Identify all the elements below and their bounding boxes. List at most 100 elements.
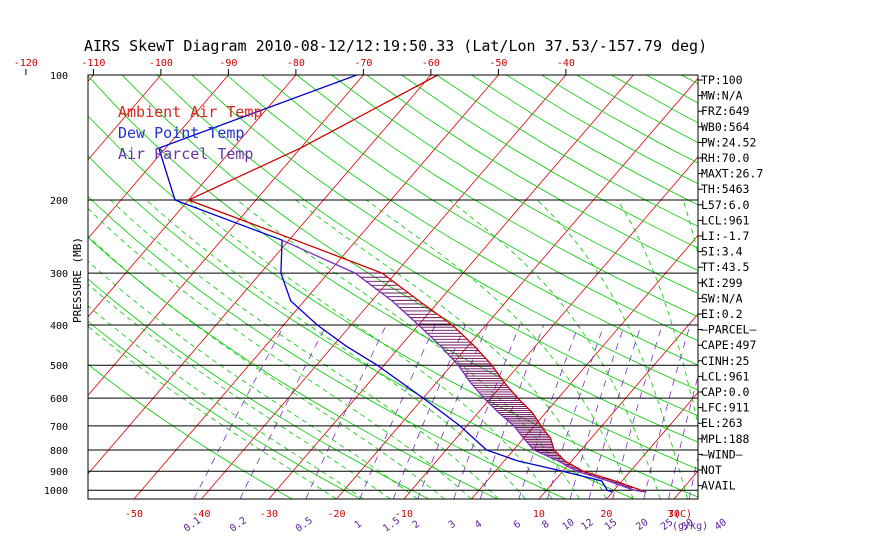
sounding-traces xyxy=(157,75,647,493)
mixing-ratio-label: 40 xyxy=(713,517,729,533)
stat-item: EI:0.2 xyxy=(701,307,743,321)
dry-adiabat-line xyxy=(261,75,698,342)
legend-entry-ambient: Ambient Air Temp xyxy=(118,103,263,121)
stat-item: MPL:188 xyxy=(701,432,750,446)
bottom-temp-tick-label: -40 xyxy=(192,509,210,520)
dry-adiabat-line xyxy=(88,75,698,470)
top-temp-tick-label: -60 xyxy=(422,58,440,69)
mixing-ratio-label: 1 xyxy=(353,519,364,531)
dry-adiabat-line xyxy=(191,75,698,391)
dry-adiabat-line xyxy=(471,75,698,206)
moist-adiabat-line xyxy=(88,325,337,499)
isotherm-line xyxy=(538,313,698,499)
moist-adiabat-line xyxy=(187,199,553,499)
stat-item: MAXT:26.7 xyxy=(701,167,763,181)
dry-adiabat-line xyxy=(88,320,361,499)
stat-item: L57:6.0 xyxy=(701,198,750,212)
mixing-ratio-line xyxy=(417,324,488,499)
plot-border xyxy=(87,74,699,500)
mixing-ratio-line xyxy=(479,324,545,499)
mixing-ratio-label: 10 xyxy=(561,517,577,533)
mixing-ratio-line xyxy=(453,324,521,499)
isotherm-line xyxy=(471,234,698,499)
moist-adiabat-line xyxy=(617,199,698,427)
mixing-ratio-label: 8 xyxy=(540,519,551,531)
isotherm-line xyxy=(741,75,870,499)
isotherm-line xyxy=(133,75,499,499)
mixing-ratio-label: 12 xyxy=(579,517,595,533)
top-temp-tick-label: -90 xyxy=(219,58,237,69)
dry-adiabat-line xyxy=(331,75,698,294)
mixing-ratio-label: 4 xyxy=(473,519,484,531)
stat-item: TT:43.5 xyxy=(701,260,749,274)
mixing-ratio-label: 6 xyxy=(512,519,523,531)
bottom-temp-tick-label: -30 xyxy=(260,509,278,520)
dry-adiabat-line xyxy=(506,75,698,185)
stat-item: SI:3.4 xyxy=(701,245,743,259)
mixing-ratio-line xyxy=(569,324,625,499)
stat-item: NOT xyxy=(701,463,722,477)
stat-item: CAP:0.0 xyxy=(701,385,750,399)
pressure-tick-label: 700 xyxy=(50,422,68,433)
mixing-ratio-line xyxy=(305,324,387,499)
moist-adiabat-line xyxy=(295,199,607,499)
top-temp-tick-label: -110 xyxy=(81,58,105,69)
moist-adiabat-line xyxy=(110,199,499,499)
pressure-tick-label: 300 xyxy=(50,269,68,280)
plot-frame xyxy=(87,74,699,500)
axis-labels: -120 -110 -100 -90 -80 -70 -60 -50 -40 -50 -40 -30 -… xyxy=(14,58,729,535)
mixing-ratio-label: 0.2 xyxy=(228,515,249,534)
stat-item: FRZ:649 xyxy=(701,104,750,118)
legend: Ambient Air Temp Dew Point Temp Air Parc… xyxy=(118,103,263,163)
moist-adiabat-line xyxy=(88,235,445,499)
stat-item: TP:100 xyxy=(701,73,743,87)
isotherm-line xyxy=(201,75,567,499)
stat-item: MW:N/A xyxy=(701,89,743,103)
dry-adiabat-line xyxy=(88,155,635,499)
bottom-temp-tick-label: -10 xyxy=(395,509,413,520)
mixing-ratio-line xyxy=(612,324,663,499)
dewpoint-line xyxy=(157,75,613,493)
top-temp-tick-label: -100 xyxy=(149,58,173,69)
mixing-ratio-unit-label: (g/kg) xyxy=(672,521,708,532)
pressure-tick-label: 200 xyxy=(50,196,68,207)
stat-item: LFC:911 xyxy=(701,401,750,415)
isotherm-line xyxy=(268,75,634,499)
stat-item: EL:263 xyxy=(701,416,743,430)
mixing-ratio-label: 2 xyxy=(411,519,422,531)
pressure-tick-label: 600 xyxy=(50,394,68,405)
mixing-ratio-line xyxy=(518,324,579,499)
isotherm-line xyxy=(809,75,870,499)
isotherm-line xyxy=(88,75,364,397)
stat-item: TH:5463 xyxy=(701,182,750,196)
dry-adiabat-line xyxy=(88,363,293,499)
stat-item: LI:-1.7 xyxy=(701,229,750,243)
mixing-ratio-label: 3 xyxy=(447,519,458,531)
pressure-tick-label: 800 xyxy=(50,446,68,457)
isotherm-line xyxy=(88,75,297,318)
isotherm-line xyxy=(0,75,26,499)
stat-item: LCL:961 xyxy=(701,369,750,383)
dry-adiabat-line xyxy=(786,75,870,499)
moist-adiabat-line xyxy=(236,199,580,499)
mixing-ratio-line xyxy=(546,324,605,499)
dry-adiabat-line xyxy=(646,75,698,104)
top-temp-tick-label: -80 xyxy=(287,58,305,69)
stat-item: KI:299 xyxy=(701,276,743,290)
mixing-ratio-label: 20 xyxy=(634,517,650,533)
ambient-temp-line xyxy=(186,75,647,493)
dry-adiabat-line xyxy=(366,75,698,272)
top-temp-tick-label: -40 xyxy=(557,58,575,69)
mixing-ratio-line xyxy=(239,324,327,499)
moist-adiabat-line xyxy=(146,199,526,499)
isotherm-line xyxy=(88,75,229,239)
y-axis-label: PRESSURE (MB) xyxy=(71,237,84,323)
top-temp-tick-label: -50 xyxy=(489,58,507,69)
dry-adiabat-line xyxy=(296,75,698,318)
mixing-ratio-line xyxy=(392,324,466,499)
stat-item: SW:N/A xyxy=(701,291,743,305)
mixing-ratio-line xyxy=(193,324,285,499)
dry-adiabat-line xyxy=(88,195,566,499)
bottom-temp-tick-label: -50 xyxy=(125,509,143,520)
